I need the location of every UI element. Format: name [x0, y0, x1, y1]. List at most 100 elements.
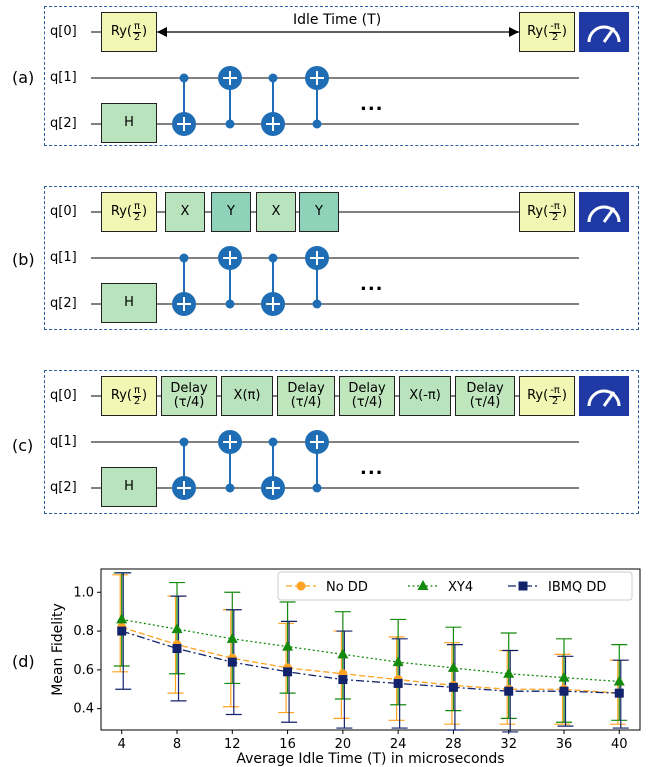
cnot-control-dot [312, 299, 322, 309]
qubit-label-1: q[1] [50, 70, 77, 85]
legend-marker [417, 580, 429, 590]
ry-prefix: Ry( [110, 203, 132, 219]
ry-fraction: -π 2 [549, 385, 561, 407]
ry-prefix: Ry( [110, 23, 132, 39]
delay-label: Delay [348, 380, 386, 396]
h-gate: H [101, 103, 157, 143]
cnot-control-dot [225, 483, 235, 493]
ry-den: 2 [133, 211, 141, 223]
data-point [116, 613, 128, 624]
panel-label-d: (d) [12, 652, 35, 671]
fidelity-chart: 4 8 12 16 20 24 28 32 36 40 0.4 0.6 0.8 1.0 Average Id… [50, 568, 641, 767]
delay-gate: Delay (τ/4) [455, 376, 515, 416]
h-gate: H [101, 467, 157, 507]
legend-marker [296, 581, 306, 591]
cnot-control-dot [312, 119, 322, 129]
legend-marker [518, 581, 528, 591]
idle-arrow-right [509, 27, 519, 37]
delay-gate: Delay (τ/4) [161, 376, 217, 416]
y-tick-label: 0.4 [73, 702, 94, 717]
idle-arrow-left [157, 27, 167, 37]
data-point [392, 656, 404, 667]
series-line [121, 618, 620, 683]
cnot-control-dot [268, 437, 278, 447]
ry-suffix: ) [142, 23, 148, 39]
x-tick-label: 20 [335, 737, 352, 752]
legend: No DD XY4 IBMQ DD [277, 571, 633, 601]
idle-time-label: Idle Time (T) [290, 12, 385, 28]
delay-tau: (τ/4) [173, 395, 205, 410]
ry-den: 2 [551, 211, 559, 223]
cnot-control-dot [179, 73, 189, 83]
data-point [614, 688, 624, 698]
x-tick-label: 4 [118, 737, 126, 752]
meter-icon [587, 205, 621, 223]
ry-suffix: ) [561, 387, 567, 403]
series-line [121, 630, 620, 694]
legend-label: No DD [326, 580, 368, 595]
x-tick-label: 28 [445, 737, 462, 752]
data-point [283, 667, 293, 677]
ry-prefix: Ry( [110, 387, 132, 403]
data-point [171, 623, 183, 634]
ry-num: -π [549, 20, 561, 33]
delay-label: Delay [466, 380, 504, 396]
ry-suffix: ) [142, 387, 148, 403]
circuit-a-frame [44, 6, 639, 146]
x-negpi-gate: X(-π) [399, 376, 451, 416]
y-axis-label: Mean Fidelity [50, 603, 66, 696]
data-point [227, 657, 237, 667]
ry-suffix: ) [142, 203, 148, 219]
ry-neg-gate: Ry( -π 2 ) [519, 12, 575, 52]
panel-label-a: (a) [12, 68, 35, 87]
delay-label: Delay [287, 380, 325, 396]
qubit-label-2: q[2] [50, 296, 77, 311]
ry-suffix: ) [561, 203, 567, 219]
cnot-control-dot [312, 483, 322, 493]
qubit-label-2: q[2] [50, 480, 77, 495]
plot-frame [100, 568, 641, 731]
x-pi-gate: X(π) [221, 376, 273, 416]
data-point [504, 686, 514, 696]
ry-num: π [132, 200, 142, 213]
ry-fraction: -π 2 [549, 201, 561, 223]
data-point [282, 640, 294, 651]
ry-den: 2 [133, 395, 141, 407]
qubit-label-0: q[0] [50, 388, 77, 403]
ry-num: π [132, 20, 142, 33]
data-point [337, 648, 349, 659]
delay-label: Delay [170, 380, 208, 396]
data-point [226, 632, 238, 643]
circuit-b-frame [44, 186, 639, 330]
qubit-label-0: q[0] [50, 204, 77, 219]
cnot-control-dot [179, 253, 189, 263]
y-gate: Y [211, 192, 251, 232]
ry-den: 2 [551, 395, 559, 407]
h-gate: H [101, 283, 157, 323]
measure-gate [579, 192, 629, 232]
cnot-control-dot [179, 437, 189, 447]
data-point [117, 626, 127, 636]
x-tick-label: 8 [173, 737, 181, 752]
ellipsis: ... [360, 274, 384, 295]
x-tick-label: 40 [611, 737, 628, 752]
cnot-control-dot [225, 299, 235, 309]
qubit-label-1: q[1] [50, 434, 77, 449]
qubit-label-0: q[0] [50, 24, 77, 39]
x-gate: X [256, 192, 296, 232]
x-tick-label: 36 [556, 737, 573, 752]
data-point [338, 675, 348, 685]
ry-den: 2 [133, 31, 141, 43]
x-gate: X [165, 192, 205, 232]
x-tick-label: 12 [224, 737, 241, 752]
legend-label: XY4 [448, 580, 473, 595]
delay-gate: Delay (τ/4) [277, 376, 335, 416]
qubit-label-1: q[1] [50, 250, 77, 265]
data-point [448, 682, 458, 692]
circuit-c-frame [44, 370, 639, 514]
